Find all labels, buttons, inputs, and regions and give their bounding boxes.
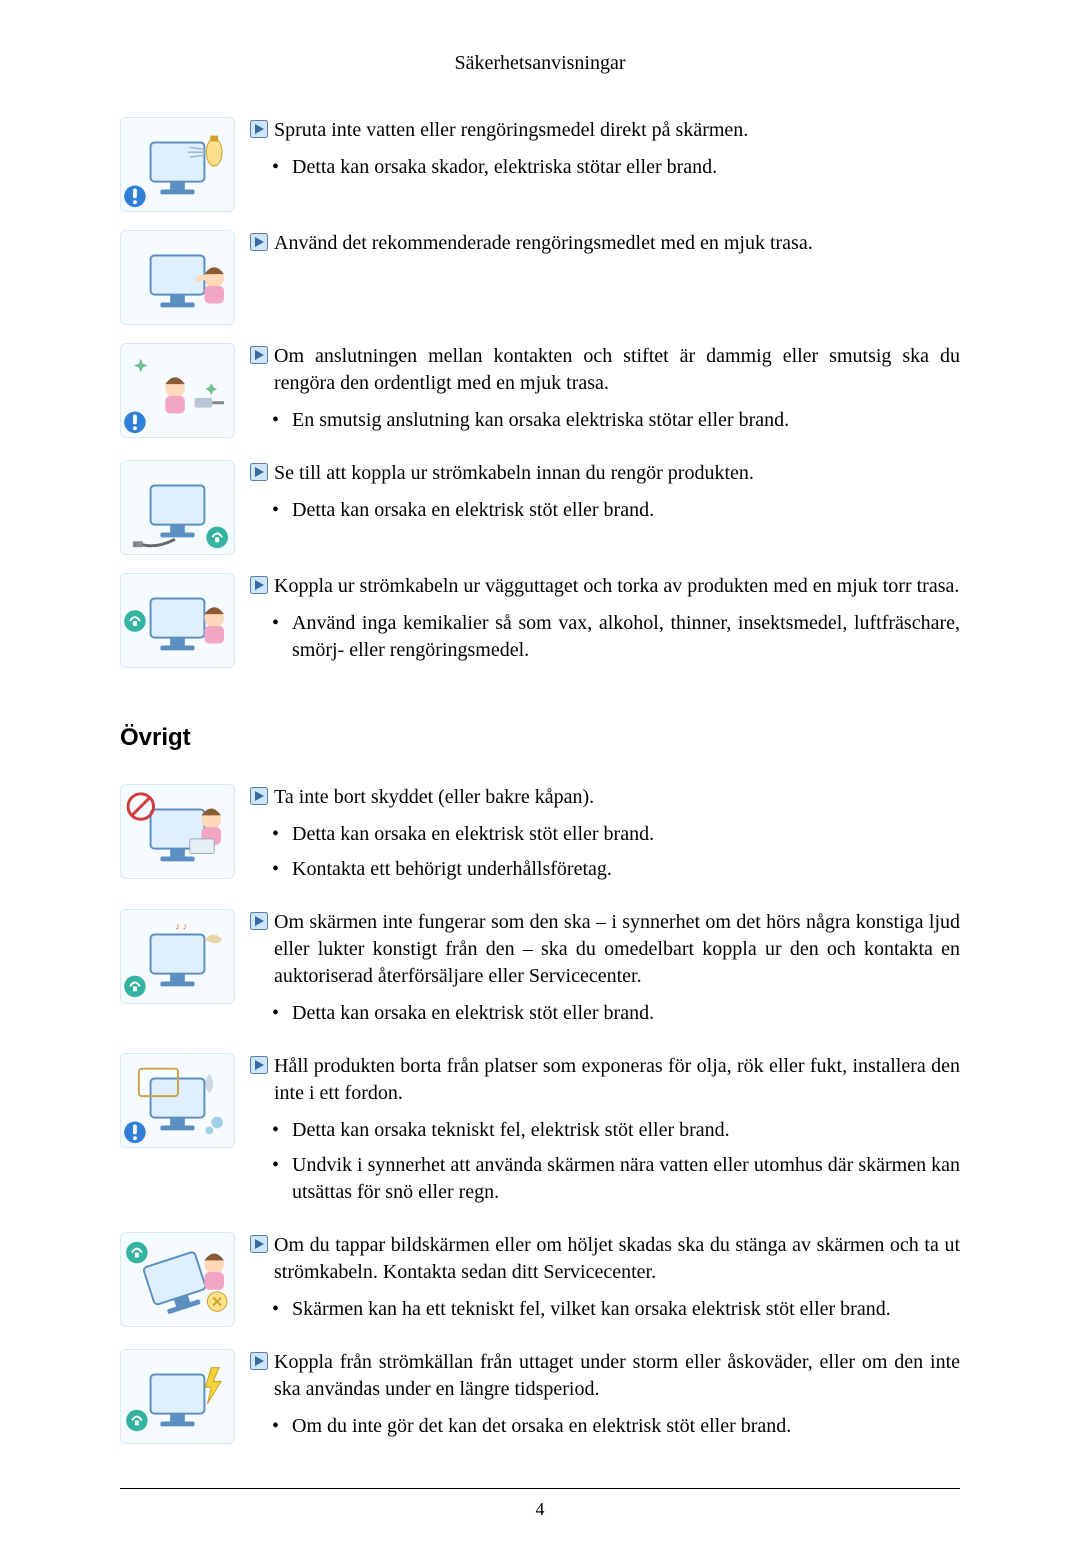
item-body: Spruta inte vatten eller rengöringsmedel… (250, 117, 960, 189)
item-body: Om du tappar bildskärmen eller om höljet… (250, 1232, 960, 1331)
arrow-icon (250, 120, 268, 138)
item-headline: Använd det rekommenderade rengöringsmedl… (250, 230, 960, 257)
item-headline: Koppla från strömkällan från uttaget und… (250, 1349, 960, 1403)
bullet-list: En smutsig anslutning kan orsaka elektri… (270, 407, 960, 434)
headline-text: Koppla ur strömkabeln ur vägguttaget och… (274, 573, 960, 600)
headline-text: Använd det rekommenderade rengöringsmedl… (274, 230, 960, 257)
spray-icon (120, 117, 235, 212)
arrow-icon (250, 1056, 268, 1074)
headline-text: Om anslutningen mellan kontakten och sti… (274, 343, 960, 397)
item-body: Koppla ur strömkabeln ur vägguttaget och… (250, 573, 960, 672)
bullet-item: Om du inte gör det kan det orsaka en ele… (270, 1413, 960, 1440)
wipe-dry-icon (120, 573, 235, 668)
bullet-item: Använd inga kemikalier så som vax, alkoh… (270, 610, 960, 664)
arrow-icon (250, 1235, 268, 1253)
bullet-item: Detta kan orsaka en elektrisk stöt eller… (270, 497, 960, 524)
headline-text: Spruta inte vatten eller rengöringsmedel… (274, 117, 960, 144)
arrow-icon (250, 787, 268, 805)
bullet-list: Detta kan orsaka en elektrisk stöt eller… (270, 821, 960, 883)
item-body: Om anslutningen mellan kontakten och sti… (250, 343, 960, 442)
item-headline: Koppla ur strömkabeln ur vägguttaget och… (250, 573, 960, 600)
arrow-icon (250, 463, 268, 481)
safety-item: Se till att koppla ur strömkabeln innan … (120, 460, 960, 555)
arrow-icon (250, 346, 268, 364)
item-headline: Se till att koppla ur strömkabeln innan … (250, 460, 960, 487)
safety-item: Ta inte bort skyddet (eller bakre kåpan)… (120, 784, 960, 891)
item-body: Om skärmen inte fungerar som den ska – i… (250, 909, 960, 1035)
content-area: Spruta inte vatten eller rengöringsmedel… (120, 117, 960, 1448)
unplug-clean-icon (120, 460, 235, 555)
headline-text: Om du tappar bildskärmen eller om höljet… (274, 1232, 960, 1286)
safety-item: Använd det rekommenderade rengöringsmedl… (120, 230, 960, 325)
drop-icon (120, 1232, 235, 1327)
dusty-plug-icon (120, 343, 235, 438)
malfunction-icon: ♪ ♪ (120, 909, 235, 1004)
safety-item: Spruta inte vatten eller rengöringsmedel… (120, 117, 960, 212)
storm-icon (120, 1349, 235, 1444)
item-headline: Om du tappar bildskärmen eller om höljet… (250, 1232, 960, 1286)
safety-item: ♪ ♪ Om skärmen inte fungerar som den ska… (120, 909, 960, 1035)
item-headline: Spruta inte vatten eller rengöringsmedel… (250, 117, 960, 144)
bullet-item: Detta kan orsaka en elektrisk stöt eller… (270, 1000, 960, 1027)
bullet-list: Detta kan orsaka en elektrisk stöt eller… (270, 1000, 960, 1027)
headline-text: Håll produkten borta från platser som ex… (274, 1053, 960, 1107)
oil-smoke-icon (120, 1053, 235, 1148)
safety-item: Om du tappar bildskärmen eller om höljet… (120, 1232, 960, 1331)
svg-text:♪ ♪: ♪ ♪ (175, 922, 187, 933)
safety-item: Koppla ur strömkabeln ur vägguttaget och… (120, 573, 960, 672)
item-body: Ta inte bort skyddet (eller bakre kåpan)… (250, 784, 960, 891)
wipe-icon (120, 230, 235, 325)
bullet-list: Om du inte gör det kan det orsaka en ele… (270, 1413, 960, 1440)
bullet-item: Skärmen kan ha ett tekniskt fel, vilket … (270, 1296, 960, 1323)
safety-item: Om anslutningen mellan kontakten och sti… (120, 343, 960, 442)
bullet-list: Detta kan orsaka skador, elektriska stöt… (270, 154, 960, 181)
item-headline: Håll produkten borta från platser som ex… (250, 1053, 960, 1107)
bullet-item: Undvik i synnerhet att använda skärmen n… (270, 1152, 960, 1206)
safety-item: Håll produkten borta från platser som ex… (120, 1053, 960, 1214)
headline-text: Om skärmen inte fungerar som den ska – i… (274, 909, 960, 990)
headline-text: Koppla från strömkällan från uttaget und… (274, 1349, 960, 1403)
bullet-item: Detta kan orsaka tekniskt fel, elektrisk… (270, 1117, 960, 1144)
item-body: Se till att koppla ur strömkabeln innan … (250, 460, 960, 532)
item-body: Använd det rekommenderade rengöringsmedl… (250, 230, 960, 267)
item-body: Koppla från strömkällan från uttaget und… (250, 1349, 960, 1448)
bullet-item: Kontakta ett behörigt underhållsföretag. (270, 856, 960, 883)
page-header: Säkerhetsanvisningar (120, 50, 960, 77)
item-headline: Om anslutningen mellan kontakten och sti… (250, 343, 960, 397)
headline-text: Ta inte bort skyddet (eller bakre kåpan)… (274, 784, 960, 811)
bullet-item: Detta kan orsaka en elektrisk stöt eller… (270, 821, 960, 848)
headline-text: Se till att koppla ur strömkabeln innan … (274, 460, 960, 487)
item-body: Håll produkten borta från platser som ex… (250, 1053, 960, 1214)
bullet-item: Detta kan orsaka skador, elektriska stöt… (270, 154, 960, 181)
bullet-item: En smutsig anslutning kan orsaka elektri… (270, 407, 960, 434)
item-headline: Om skärmen inte fungerar som den ska – i… (250, 909, 960, 990)
safety-item: Koppla från strömkällan från uttaget und… (120, 1349, 960, 1448)
footer-rule (120, 1488, 960, 1489)
section-title: Övrigt (120, 722, 960, 754)
bullet-list: Detta kan orsaka en elektrisk stöt eller… (270, 497, 960, 524)
no-cover-icon (120, 784, 235, 879)
bullet-list: Skärmen kan ha ett tekniskt fel, vilket … (270, 1296, 960, 1323)
item-headline: Ta inte bort skyddet (eller bakre kåpan)… (250, 784, 960, 811)
arrow-icon (250, 576, 268, 594)
bullet-list: Detta kan orsaka tekniskt fel, elektrisk… (270, 1117, 960, 1206)
arrow-icon (250, 1352, 268, 1370)
page-number: 4 (120, 1497, 960, 1521)
bullet-list: Använd inga kemikalier så som vax, alkoh… (270, 610, 960, 664)
arrow-icon (250, 233, 268, 251)
arrow-icon (250, 912, 268, 930)
